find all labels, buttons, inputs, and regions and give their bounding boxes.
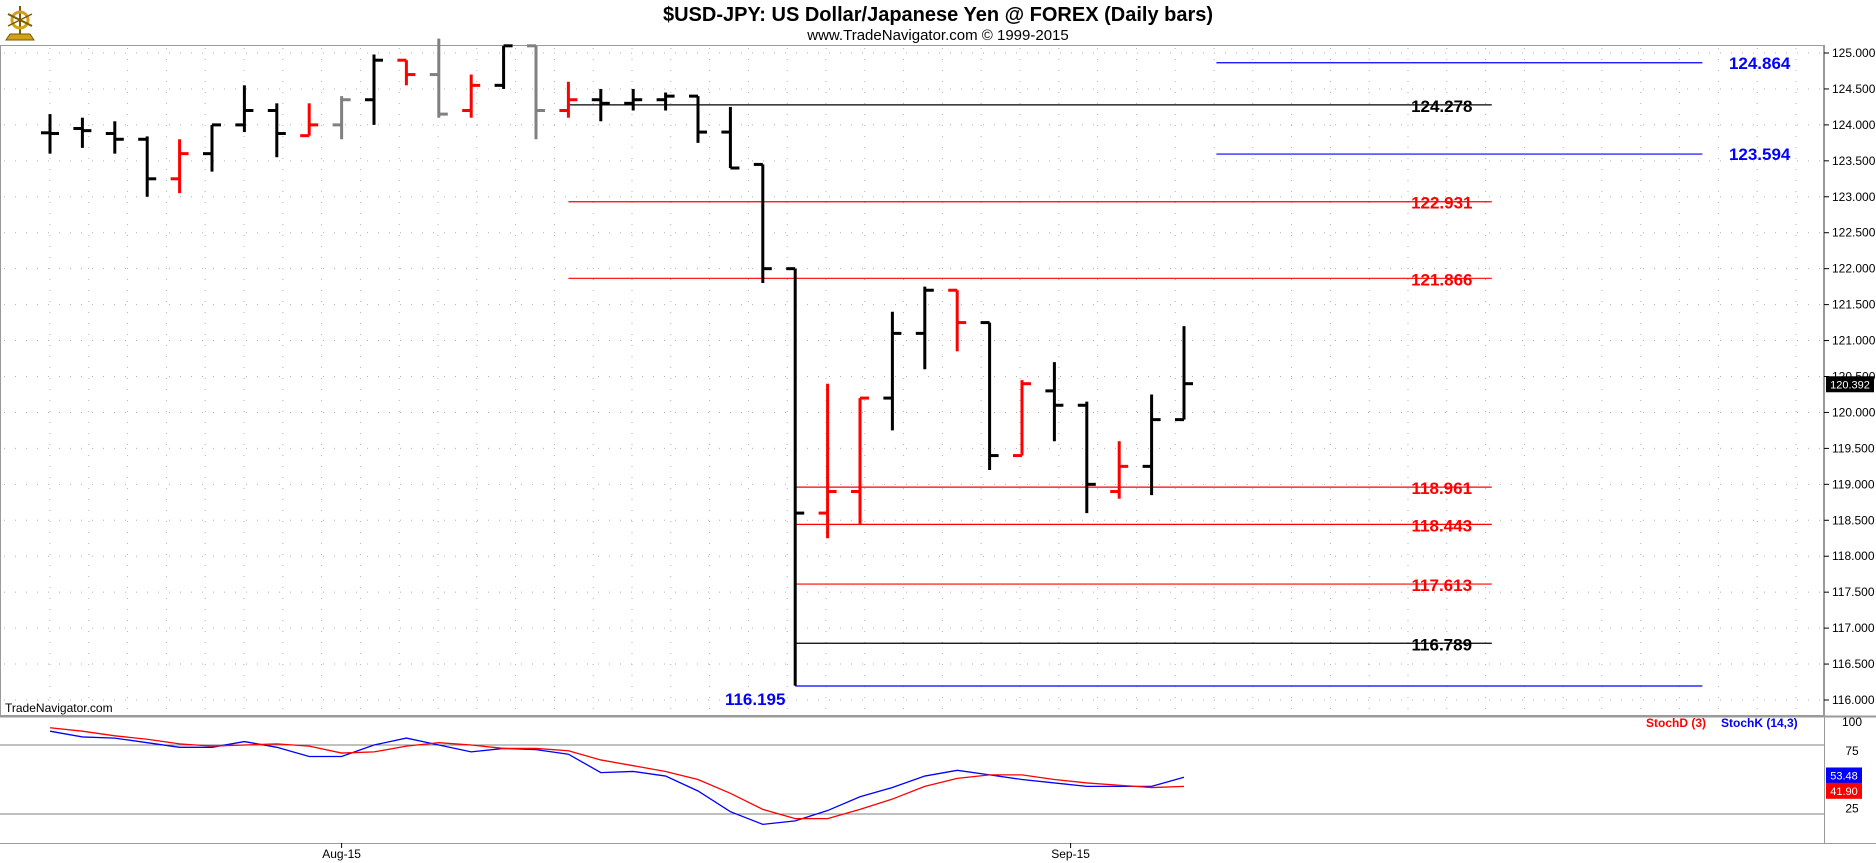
last-price-box bbox=[1826, 376, 1874, 393]
y-tick-label: 124.500 bbox=[1832, 82, 1876, 96]
stoch-grid bbox=[0, 744, 1824, 815]
stoch-tick-label: 25 bbox=[1845, 801, 1859, 815]
price-bars bbox=[41, 38, 1193, 686]
y-tick-label: 122.000 bbox=[1832, 262, 1876, 276]
last-price-label: 120.392 bbox=[1830, 379, 1870, 391]
level-label: 116.195 bbox=[725, 690, 786, 709]
y-tick-label: 121.500 bbox=[1832, 298, 1876, 312]
price-grid bbox=[4, 48, 1820, 712]
legend-stochk: StochK (14,3) bbox=[1721, 716, 1798, 730]
y-tick-label: 119.500 bbox=[1832, 441, 1875, 455]
price-axis: 125.000 124.500 124.000 123.500 123.000 122.5… bbox=[1824, 46, 1876, 707]
stochk-value-label: 53.48 bbox=[1830, 770, 1858, 782]
level-label: 122.931 bbox=[1411, 194, 1472, 213]
watermark: TradeNavigator.com bbox=[5, 701, 113, 715]
y-tick-label: 125.000 bbox=[1832, 46, 1876, 60]
stoch-series-line bbox=[49, 727, 1185, 820]
stoch-series-line bbox=[49, 730, 1185, 826]
level-label: 121.866 bbox=[1411, 270, 1472, 289]
stoch-lines bbox=[49, 727, 1185, 826]
stochd-value-box bbox=[1826, 782, 1862, 799]
y-tick-label: 118.000 bbox=[1832, 549, 1875, 563]
y-tick-label: 119.000 bbox=[1832, 477, 1875, 491]
level-label: 124.864 bbox=[1729, 54, 1791, 73]
y-tick-label: 116.500 bbox=[1832, 657, 1875, 671]
level-label: 116.789 bbox=[1412, 635, 1473, 654]
trade-navigator-logo-icon bbox=[0, 0, 36, 44]
y-tick-label: 118.500 bbox=[1832, 513, 1875, 527]
stoch-tick-label: 100 bbox=[1842, 715, 1862, 729]
price-levels: 124.864 124.278 123.594 122.931 121.866 118.9… bbox=[568, 54, 1791, 709]
level-label: 117.613 bbox=[1412, 576, 1473, 595]
date-axis: Aug-15 Sep-15 bbox=[322, 843, 1090, 861]
chart-subtitle: www.TradeNavigator.com © 1999-2015 bbox=[806, 27, 1068, 44]
y-tick-label: 117.000 bbox=[1832, 621, 1875, 635]
legend-stochd: StochD (3) bbox=[1646, 716, 1706, 730]
x-tick-label: Sep-15 bbox=[1051, 847, 1090, 861]
stochd-value-label: 41.90 bbox=[1830, 786, 1858, 798]
y-tick-label: 124.000 bbox=[1832, 118, 1876, 132]
y-tick-label: 120.000 bbox=[1832, 405, 1876, 419]
chart-title: $USD-JPY: US Dollar/Japanese Yen @ FOREX… bbox=[663, 4, 1213, 26]
stoch-axis: 100 75 25 53.48 41.90 bbox=[1826, 715, 1862, 815]
y-tick-label: 117.500 bbox=[1832, 585, 1875, 599]
y-tick-label: 123.000 bbox=[1832, 190, 1876, 204]
y-tick-label: 122.500 bbox=[1832, 226, 1876, 240]
price-panel bbox=[0, 45, 1824, 716]
y-tick-label: 121.000 bbox=[1832, 334, 1876, 348]
y-tick-label: 116.000 bbox=[1832, 693, 1875, 707]
level-label: 118.961 bbox=[1412, 479, 1473, 498]
level-label: 124.278 bbox=[1411, 97, 1472, 116]
y-tick-label: 123.500 bbox=[1832, 154, 1876, 168]
stochk-value-box bbox=[1826, 767, 1862, 784]
stoch-tick-label: 75 bbox=[1845, 744, 1859, 758]
level-label: 123.594 bbox=[1729, 145, 1791, 164]
x-tick-label: Aug-15 bbox=[322, 847, 361, 861]
level-label: 118.443 bbox=[1412, 516, 1473, 535]
